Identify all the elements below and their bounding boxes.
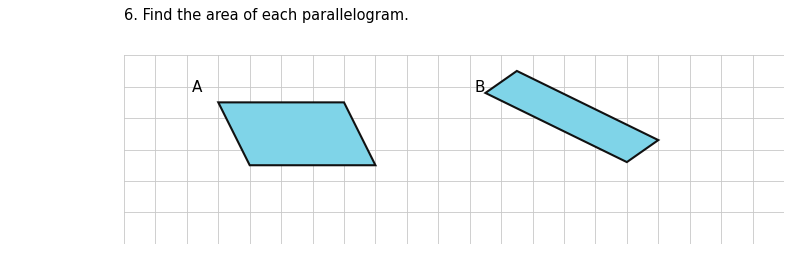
Polygon shape xyxy=(218,102,375,165)
Text: 6. Find the area of each parallelogram.: 6. Find the area of each parallelogram. xyxy=(124,8,409,23)
Text: A: A xyxy=(191,80,202,96)
Text: B: B xyxy=(474,80,485,96)
Polygon shape xyxy=(486,71,658,162)
